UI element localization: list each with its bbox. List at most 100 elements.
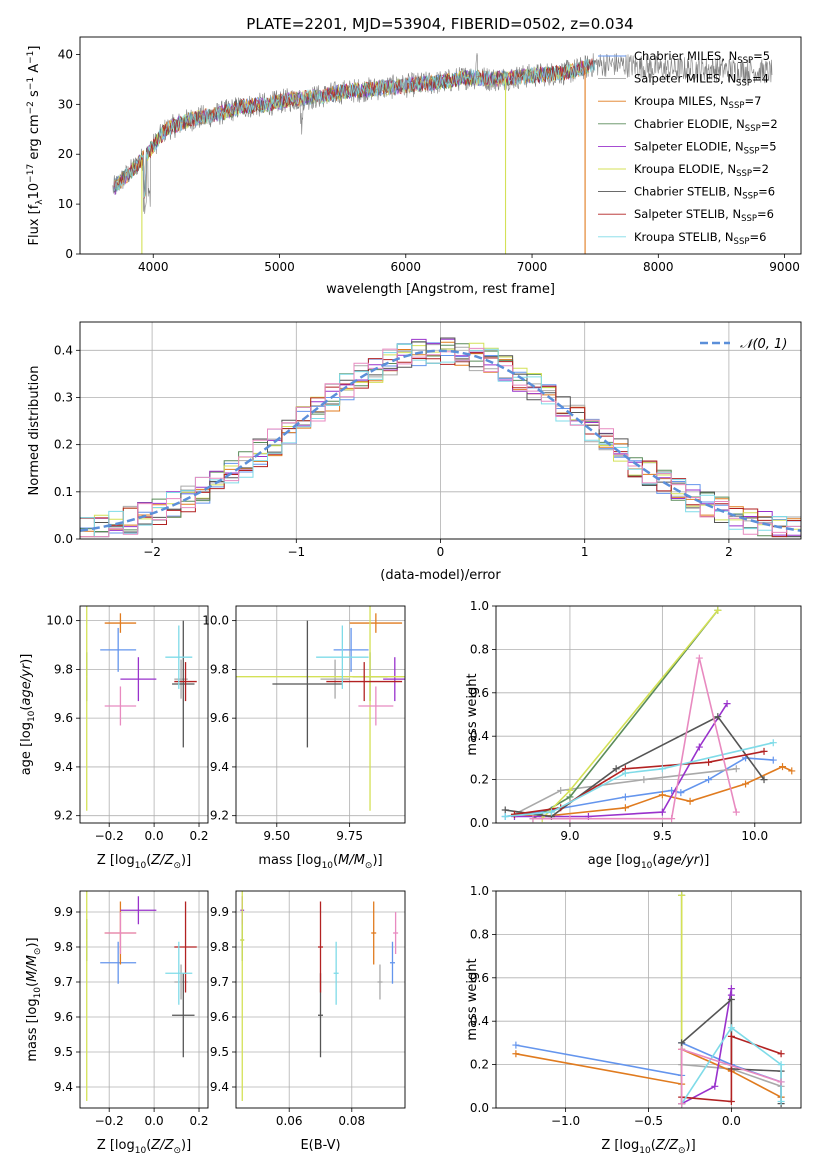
spectrum-legend-label-1-sub: SSP [736,79,752,89]
spectrum-legend-label-4-tail: =5 [760,139,777,153]
z_mass-xlabel-part: Z [log [97,1138,135,1153]
ebv_mass-ytick-label-1: 9.5 [210,1045,229,1059]
residuals-frame [79,321,802,540]
spectrum-legend-label-2: Kroupa MILES, NSSP=7 [634,94,761,111]
spectrum-legend-label-5: Kroupa ELODIE, NSSP=2 [634,162,769,179]
z_mass-ytick-label-0: 9.4 [54,1080,73,1094]
spectrum-ylabel-part: A [27,64,42,77]
z_weight-xtick-label-1: −0.5 [634,1114,663,1128]
z_weight-ytick-label-3: 0.6 [470,971,489,985]
age_weight-ytick-label-2: 0.4 [470,729,489,743]
mass_age-ytick-label-3: 9.8 [210,662,229,676]
residuals-xtick-label-1: −1 [287,545,305,559]
age_weight-marker-9-2 [668,815,676,823]
spectrum-legend-label-0-base: Chabrier MILES, N [634,49,737,63]
spectrum-xtick-label-4: 8000 [643,260,674,274]
residuals-panel: −2 −1 0 1 2 0.0 0.1 0.2 0.3 0.4 𝒩(0, 1) (data-model… [27,321,802,583]
age_weight-marker-2-7 [788,767,796,775]
z_age-xlabel-part: ⊙ [173,861,181,871]
spectrum-xtick-label-2: 6000 [391,260,422,274]
spectrum-ylabel-part: 10 [27,183,42,200]
residuals-xlabel: (data-model)/error [380,568,501,583]
age_weight-xlabel-part: 10 [641,861,653,871]
spectrum-ylabel-part: erg cm [27,114,42,163]
age_weight-marker-5-2 [714,606,722,614]
spectrum-frame [79,36,802,255]
age_weight-marker-4-2 [658,808,666,816]
z_age-ylabel-part: age [log [19,722,34,775]
spectrum-legend-label-3-tail: =2 [761,117,778,131]
z_weight-ytick-label-5: 1.0 [470,884,489,898]
residuals-xtick-label-3: 1 [581,545,589,559]
ebv_mass-xtick-label-1: 0.08 [338,1114,365,1128]
age_weight-marker-7-0 [510,810,518,818]
spectrum-legend-label-6-sub: SSP [742,192,758,202]
age_weight-marker-7-3 [705,758,713,766]
age_weight-marker-6-4 [760,776,768,784]
z_mass-ytick-label-5: 9.9 [54,905,73,919]
spectrum-legend-label-2-tail: =7 [744,94,761,108]
mass_age-xlabel-part: M/M [338,853,365,868]
residuals-legend-label: 𝒩(0, 1) [740,337,787,352]
spectrum-panel: 4000 5000 6000 7000 8000 9000 0 10 20 30 40 Chabrie… [26,36,802,297]
age_weight-marker-8-4 [769,739,777,747]
z_weight-xlabel-part: )] [686,1138,696,1153]
z_weight-marker-9-0 [678,1100,686,1108]
z_age-xlabel: Z [log10(Z/Z⊙)] [97,853,191,871]
z_weight-ytick-label-2: 0.4 [470,1014,489,1028]
spectrum-legend-label-7-tail: =6 [757,207,774,221]
ebv_mass-frame [235,890,406,1109]
age_weight-ytick-label-4: 0.8 [470,642,489,656]
mass_age-ytick-label-1: 9.4 [210,760,229,774]
age_weight-marker-1-2 [640,776,648,784]
spectrum-xlabel: wavelength [Angstrom, rest frame] [326,282,555,297]
spectrum-legend-label-3: Chabrier ELODIE, NSSP=2 [634,117,778,134]
z_mass-xtick-label-2: 0.2 [189,1114,208,1128]
spectrum-xtick-label-0: 4000 [138,260,169,274]
spectrum-ylabel-part: Flux [f [27,204,42,245]
age_weight-xtick-label-1: 9.5 [653,829,672,843]
spectrum-legend-label-1-base: Salpeter MILES, N [634,72,736,86]
spectrum-ylabel-part: −1 [26,77,36,90]
residuals-ytick-label-0: 0.0 [54,532,73,546]
age-weight-panel: 9.0 9.5 10.0 0.0 0.2 0.4 0.6 0.8 1.0 age [log10(a… [465,599,802,871]
mass_age-ytick-label-2: 9.6 [210,711,229,725]
z_age-xlabel-part: )] [181,853,191,868]
spectrum-ylabel-part: −1 [26,51,36,64]
z_weight-marker-8-2 [777,1061,785,1069]
z_weight-ytick-label-4: 0.8 [470,927,489,941]
age_weight-marker-4-3 [695,743,703,751]
age_weight-marker-8-3 [658,765,666,773]
z_weight-marker-7-3 [777,1050,785,1058]
z_weight-marker-9-1 [678,1045,686,1053]
age_weight-marker-2-6 [779,763,787,771]
residuals-ylabel: Normed distribution [27,366,42,496]
mass_age-xlabel-part: ( [333,853,338,868]
age_weight-xlabel-part: )] [699,853,709,868]
z_mass-xtick-label-1: 0.0 [145,1114,164,1128]
z_age-ytick-label-1: 9.4 [54,760,73,774]
age_weight-xtick-label-2: 10.0 [741,829,768,843]
z_weight-ylabel: mass weight [465,958,480,1040]
spectrum-ytick-label-3: 30 [58,97,73,111]
age_weight-marker-9-4 [732,808,740,816]
z_age-xlabel-part: 10 [135,861,147,871]
z_age-xtick-label-1: 0.0 [145,829,164,843]
z_weight-marker-7-2 [727,1032,735,1040]
spectrum-legend-label-6-base: Chabrier STELIB, N [634,185,742,199]
z-mass-panel: −0.2 0.0 0.29.49.59.69.79.89.9Z [log10(Z/Z… [25,890,209,1156]
age_weight-line-9 [533,657,738,820]
spectrum-legend-label-3-sub: SSP [745,124,761,134]
mass_age-xlabel-part: 10 [322,861,334,871]
spectrum-ylabel-part: −17 [26,164,36,183]
z_age-ylabel-part: ( [19,706,34,711]
residuals-xtick-label-2: 0 [437,545,445,559]
z_mass-frame [79,890,209,1109]
spectrum-legend-label-8-tail: =6 [749,230,766,244]
spectrum-legend-label-1-tail: =4 [752,72,769,86]
z_mass-xlabel-part: )] [181,1138,191,1153]
age_weight-marker-6-2 [612,765,620,773]
mass_age-xlabel-part: ⊙ [365,861,373,871]
age_weight-marker-0-2 [621,793,629,801]
